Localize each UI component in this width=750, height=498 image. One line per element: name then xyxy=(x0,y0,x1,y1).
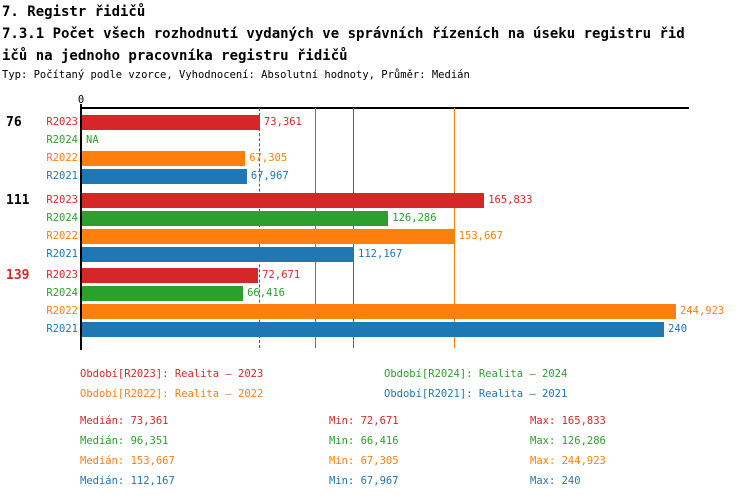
group-label: 111 xyxy=(6,193,30,208)
bar-value-label: 240 xyxy=(668,323,688,335)
bar xyxy=(82,229,455,244)
bar-value-label: 165,833 xyxy=(488,194,533,206)
bar-value-label: 67,967 xyxy=(250,170,289,182)
group-label: 139 xyxy=(6,268,30,283)
stat-min-R2024: Min: 66,416 xyxy=(329,435,399,447)
bar-value-label: 73,361 xyxy=(263,116,302,128)
chart-subtitle-line2: ičů na jednoho pracovníka registru řidič… xyxy=(2,48,348,64)
value-axis-line xyxy=(81,107,689,109)
stat-min-R2021: Min: 67,967 xyxy=(329,475,399,487)
row-label-R2023: R2023 xyxy=(46,194,78,206)
legend-item-R2021: Období[R2021]: Realita – 2021 xyxy=(384,388,568,400)
row-label-R2021: R2021 xyxy=(46,323,78,335)
axis-zero-label: 0 xyxy=(77,94,85,106)
legend-item-R2023: Období[R2023]: Realita – 2023 xyxy=(80,368,264,380)
bar xyxy=(82,286,244,301)
bar-value-label: 126,286 xyxy=(392,212,437,224)
chart-meta-line: Typ: Počítaný podle vzorce, Vyhodnocení:… xyxy=(2,69,470,81)
row-label-R2024: R2024 xyxy=(46,287,78,299)
bar-value-label: 153,667 xyxy=(458,230,503,242)
row-label-R2022: R2022 xyxy=(46,305,78,317)
category-axis-line xyxy=(80,104,82,350)
row-label-R2021: R2021 xyxy=(46,170,78,182)
bar-value-label: 244,923 xyxy=(680,305,725,317)
stat-median-R2021: Medián: 112,167 xyxy=(80,475,175,487)
stat-median-R2022: Medián: 153,667 xyxy=(80,455,175,467)
bar xyxy=(82,322,665,337)
bar xyxy=(82,169,247,184)
bar-value-label: 72,671 xyxy=(262,269,301,281)
stat-max-R2023: Max: 165,833 xyxy=(530,415,606,427)
median-line-R2023 xyxy=(258,108,260,348)
bar-value-label: 112,167 xyxy=(358,248,403,260)
row-label-R2024: R2024 xyxy=(46,212,78,224)
legend-item-R2022: Období[R2022]: Realita – 2022 xyxy=(80,388,264,400)
row-label-R2022: R2022 xyxy=(46,230,78,242)
bar xyxy=(82,151,246,166)
row-label-R2022: R2022 xyxy=(46,152,78,164)
group-label: 76 xyxy=(6,115,22,130)
bar-value-label: 66,416 xyxy=(247,287,286,299)
median-line-R2021 xyxy=(353,108,355,348)
bar xyxy=(82,247,355,262)
bar-value-label: NA xyxy=(86,134,99,146)
bar xyxy=(82,268,259,283)
row-label-R2021: R2021 xyxy=(46,248,78,260)
stat-max-R2022: Max: 244,923 xyxy=(530,455,606,467)
stat-median-R2023: Medián: 73,361 xyxy=(80,415,169,427)
bar xyxy=(82,193,485,208)
bar xyxy=(82,211,389,226)
median-line-R2022 xyxy=(453,108,455,348)
row-label-R2023: R2023 xyxy=(46,269,78,281)
bar xyxy=(82,304,676,319)
bar xyxy=(82,115,260,130)
median-line-R2024 xyxy=(314,108,316,348)
row-label-R2024: R2024 xyxy=(46,134,78,146)
row-label-R2023: R2023 xyxy=(46,116,78,128)
stat-median-R2024: Medián: 96,351 xyxy=(80,435,169,447)
legend-item-R2024: Období[R2024]: Realita – 2024 xyxy=(384,368,568,380)
stat-min-R2023: Min: 72,671 xyxy=(329,415,399,427)
stat-min-R2022: Min: 67,305 xyxy=(329,455,399,467)
stat-max-R2024: Max: 126,286 xyxy=(530,435,606,447)
report-title: 7. Registr řidičů xyxy=(2,4,146,20)
stat-max-R2021: Max: 240 xyxy=(530,475,581,487)
bar-value-label: 67,305 xyxy=(249,152,288,164)
chart-subtitle-line1: 7.3.1 Počet všech rozhodnutí vydaných ve… xyxy=(2,26,685,42)
